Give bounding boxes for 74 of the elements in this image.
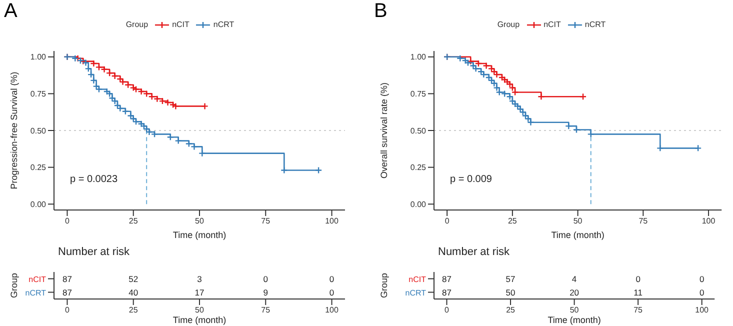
x-tick-label: 100 xyxy=(695,306,710,315)
y-tick-label: 0.50 xyxy=(30,126,47,136)
data-label: 87 xyxy=(62,274,72,284)
chart-title: Number at risk xyxy=(438,246,510,258)
x-axis-title: Time (month) xyxy=(551,230,604,240)
y-tick-label: 1.00 xyxy=(410,52,427,62)
y-tick-label: nCIT xyxy=(28,274,46,284)
data-label: 87 xyxy=(62,287,72,298)
x-tick-label: 50 xyxy=(570,306,580,315)
x-axis-title: Time (month) xyxy=(548,315,601,325)
y-tick-label: nCIT xyxy=(408,274,426,284)
y-axis-title: Progression-free Survival (%) xyxy=(9,72,20,190)
x-tick-label: 100 xyxy=(325,306,339,315)
data-label: 87 xyxy=(442,287,452,298)
data-label: 4 xyxy=(572,274,577,284)
data-label: 52 xyxy=(128,274,138,284)
y-tick-label: 0.25 xyxy=(30,163,47,172)
data-label: 57 xyxy=(506,274,516,284)
x-tick-label: 75 xyxy=(261,306,271,315)
legend-title: Group xyxy=(497,20,520,29)
x-tick-label: 0 xyxy=(65,216,70,226)
y-tick-label: 0.50 xyxy=(410,126,427,136)
x-tick-label: 100 xyxy=(325,216,339,226)
data-label: 20 xyxy=(570,287,580,298)
x-tick-label: 50 xyxy=(195,216,204,226)
x-axis-title: Time (month) xyxy=(172,230,226,240)
data-label: 87 xyxy=(442,274,452,284)
data-label: 11 xyxy=(634,287,643,298)
legend-label: nCRT xyxy=(213,20,234,29)
x-tick-label: 75 xyxy=(634,306,644,315)
x-tick-label: 50 xyxy=(573,216,583,226)
chart-title: B xyxy=(374,0,388,23)
chart-title: A xyxy=(4,0,18,23)
data-label: 17 xyxy=(194,287,204,298)
data-label: 0 xyxy=(329,274,334,284)
x-tick-label: 75 xyxy=(261,216,271,226)
x-tick-label: 0 xyxy=(444,216,450,226)
data-label: 50 xyxy=(506,287,516,298)
data-label: 40 xyxy=(128,287,138,298)
data-label: 0 xyxy=(636,274,641,284)
x-tick-label: 25 xyxy=(128,216,138,226)
legend-title: Group xyxy=(126,20,148,29)
legend-label: nCRT xyxy=(584,20,606,29)
x-tick-label: 25 xyxy=(128,306,138,315)
x-tick-label: 25 xyxy=(506,306,516,315)
y-tick-label: nCRT xyxy=(25,288,46,298)
x-tick-label: 50 xyxy=(195,306,204,315)
x-axis-title: Time (month) xyxy=(172,315,226,325)
x-tick-label: 75 xyxy=(638,216,648,226)
y-axis-title: Overall survival rate (%) xyxy=(379,82,390,179)
x-tick-label: 100 xyxy=(702,216,716,226)
data-label: 0 xyxy=(329,287,334,298)
x-tick-label: 25 xyxy=(508,216,518,226)
x-tick-label: 0 xyxy=(65,306,70,315)
data-label: 0 xyxy=(699,274,704,284)
y-tick-label: 0.00 xyxy=(410,200,427,209)
annotation: p = 0.009 xyxy=(450,174,492,185)
legend-label: nCIT xyxy=(544,20,561,29)
y-tick-label: 0.75 xyxy=(30,90,47,99)
data-label: 3 xyxy=(197,274,202,284)
data-label: 9 xyxy=(263,287,268,298)
y-axis-title: Group xyxy=(379,272,390,298)
annotation: p = 0.0023 xyxy=(70,174,118,185)
x-tick-label: 0 xyxy=(444,306,450,315)
y-axis-title: Group xyxy=(9,272,20,298)
legend-label: nCIT xyxy=(172,20,190,29)
y-tick-label: 1.00 xyxy=(30,52,47,62)
chart-title: Number at risk xyxy=(58,246,130,258)
y-tick-label: nCRT xyxy=(405,288,426,298)
y-tick-label: 0.00 xyxy=(30,200,47,209)
y-tick-label: 0.75 xyxy=(410,90,427,99)
data-label: 0 xyxy=(263,274,268,284)
y-tick-label: 0.25 xyxy=(410,163,427,172)
data-label: 0 xyxy=(699,287,704,298)
